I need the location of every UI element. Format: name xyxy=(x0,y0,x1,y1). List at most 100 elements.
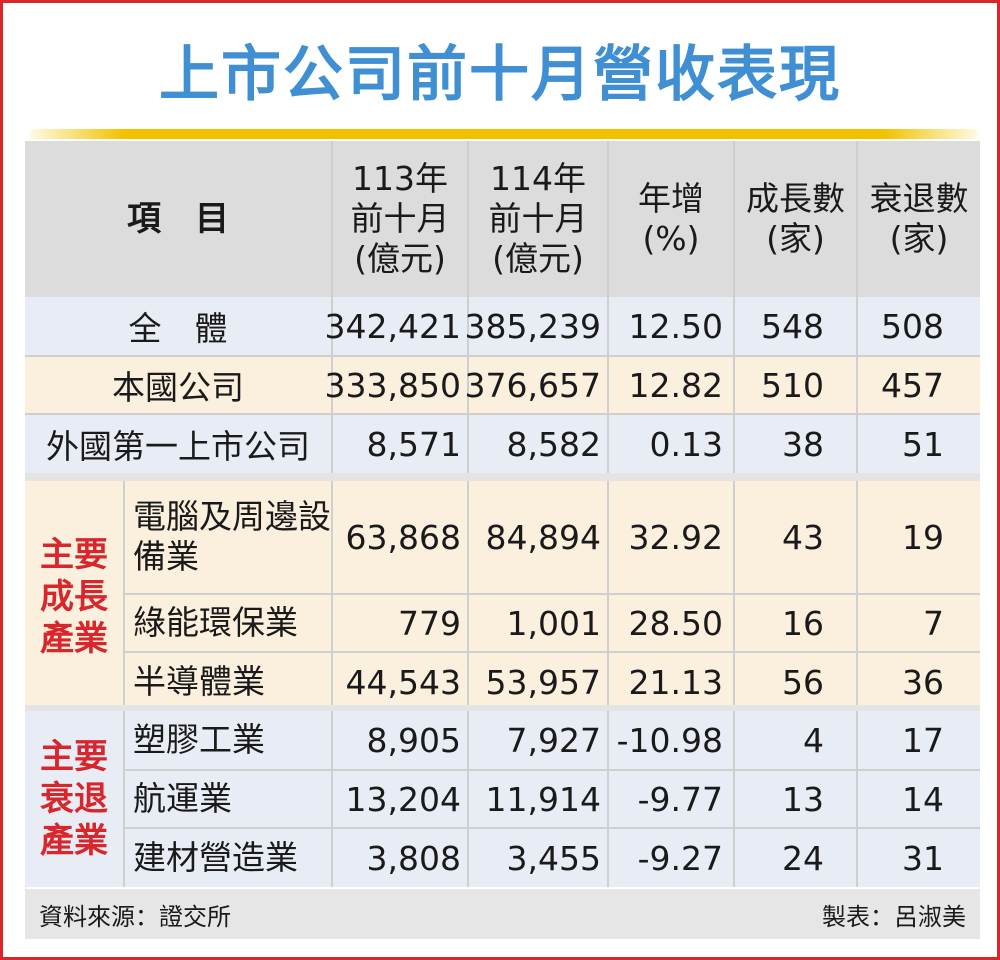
growth-label-line2: 成長 xyxy=(40,577,108,617)
cell-114: 84,894 xyxy=(467,481,607,593)
cell-yoy: 21.13 xyxy=(607,653,733,711)
cell-yoy: -9.27 xyxy=(607,829,733,887)
cell-decline: 457 xyxy=(856,357,980,413)
table-row: 建材營造業 3,808 3,455 -9.27 24 31 xyxy=(123,829,980,887)
row-divider xyxy=(123,593,980,595)
table-row: 半導體業 44,543 53,957 21.13 56 36 xyxy=(123,653,980,711)
table-row: 外國第一上市公司 8,571 8,582 0.13 38 51 xyxy=(25,415,980,473)
section-gap xyxy=(25,705,980,711)
cell-growth: 548 xyxy=(733,297,856,355)
cell-growth: 16 xyxy=(733,595,856,651)
header-113-line3: (億元) xyxy=(354,239,446,278)
gold-divider xyxy=(29,129,979,139)
row-divider xyxy=(123,651,980,653)
cell-yoy: 12.82 xyxy=(607,357,733,413)
cell-113: 3,808 xyxy=(331,829,467,887)
cell-growth: 4 xyxy=(733,711,856,769)
cell-growth: 13 xyxy=(733,771,856,827)
cell-113: 779 xyxy=(331,595,467,651)
cell-decline: 508 xyxy=(856,297,980,355)
row-divider xyxy=(25,413,980,415)
header-113-line2: 前十月 xyxy=(350,199,450,238)
growth-label-line3: 產業 xyxy=(40,619,108,659)
decline-label-line2: 衰退 xyxy=(40,779,108,819)
decline-group-label: 主要 衰退 產業 xyxy=(25,711,123,887)
cell-113: 333,850 xyxy=(325,357,467,413)
header-yoy: 年增 (%) xyxy=(607,141,733,297)
row-label: 塑膠工業 xyxy=(123,711,331,769)
row-divider xyxy=(25,355,980,357)
cell-114: 3,455 xyxy=(467,829,607,887)
header-114-line3: (億元) xyxy=(492,239,584,278)
growth-label-line1: 主要 xyxy=(40,535,108,575)
cell-114: 53,957 xyxy=(467,653,607,711)
cell-growth: 38 xyxy=(733,415,856,473)
cell-114: 8,582 xyxy=(467,415,607,473)
table-header-row: 項 目 113年 前十月 (億元) 114年 前十月 (億元) 年增 (%) 成… xyxy=(25,141,980,297)
row-label: 電腦及周邊設備業 xyxy=(123,481,331,593)
section-gap xyxy=(25,473,980,481)
growth-group-bg xyxy=(25,481,980,713)
header-item: 項 目 xyxy=(25,141,331,297)
cell-decline: 36 xyxy=(856,653,980,711)
row-label: 外國第一上市公司 xyxy=(46,427,310,466)
cell-114: 11,914 xyxy=(467,771,607,827)
cell-113: 44,543 xyxy=(331,653,467,711)
row-label: 航運業 xyxy=(123,771,331,827)
cell-114: 376,657 xyxy=(465,357,607,413)
decline-label-line3: 產業 xyxy=(40,821,108,861)
header-yoy-line2: (%) xyxy=(642,219,700,258)
header-decline-line1: 衰退數 xyxy=(869,179,969,218)
row-divider xyxy=(123,769,980,771)
table-row: 電腦及周邊設備業 63,868 84,894 32.92 43 19 xyxy=(123,481,980,593)
header-item-label: 項 目 xyxy=(127,199,229,239)
growth-group-label: 主要 成長 產業 xyxy=(25,481,123,713)
decline-group-bg xyxy=(25,711,980,887)
header-114-line1: 114年 xyxy=(490,159,586,198)
row-label: 半導體業 xyxy=(123,653,331,711)
source-note: 資料來源：證交所 xyxy=(39,902,231,931)
cell-decline: 19 xyxy=(856,481,980,593)
header-113: 113年 前十月 (億元) xyxy=(331,141,467,297)
row-label: 全 體 xyxy=(128,309,228,348)
cell-yoy: 0.13 xyxy=(607,415,733,473)
cell-yoy: -10.98 xyxy=(607,711,733,769)
table-row: 全 體 342,421 385,239 12.50 548 508 xyxy=(25,297,980,355)
cell-decline: 51 xyxy=(856,415,980,473)
header-growth-line1: 成長數 xyxy=(746,179,845,218)
cell-yoy: 32.92 xyxy=(607,481,733,593)
header-decline: 衰退數 (家) xyxy=(856,141,980,297)
cell-114: 7,927 xyxy=(467,711,607,769)
cell-114: 385,239 xyxy=(465,297,607,355)
header-114-line2: 前十月 xyxy=(488,199,588,238)
header-yoy-line1: 年增 xyxy=(638,179,704,218)
maker-note: 製表：呂淑美 xyxy=(822,902,966,931)
cell-113: 8,571 xyxy=(331,415,467,473)
table-row: 塑膠工業 8,905 7,927 -10.98 4 17 xyxy=(123,711,980,769)
cell-decline: 31 xyxy=(856,829,980,887)
header-114: 114年 前十月 (億元) xyxy=(467,141,607,297)
row-label: 建材營造業 xyxy=(123,829,331,887)
cell-growth: 24 xyxy=(733,829,856,887)
header-113-line1: 113年 xyxy=(352,159,448,198)
header-growth: 成長數 (家) xyxy=(733,141,856,297)
table-row: 綠能環保業 779 1,001 28.50 16 7 xyxy=(123,595,980,651)
cell-113: 13,204 xyxy=(331,771,467,827)
cell-growth: 510 xyxy=(733,357,856,413)
cell-113: 63,868 xyxy=(331,481,467,593)
row-label: 綠能環保業 xyxy=(123,595,331,651)
cell-113: 342,421 xyxy=(325,297,467,355)
cell-decline: 14 xyxy=(856,771,980,827)
cell-growth: 56 xyxy=(733,653,856,711)
footer: 資料來源：證交所 製表：呂淑美 xyxy=(25,889,980,939)
row-label: 本國公司 xyxy=(112,368,244,407)
cell-decline: 17 xyxy=(856,711,980,769)
cell-yoy: -9.77 xyxy=(607,771,733,827)
chart-title: 上市公司前十月營收表現 xyxy=(159,40,841,110)
cell-113: 8,905 xyxy=(331,711,467,769)
cell-growth: 43 xyxy=(733,481,856,593)
cell-yoy: 28.50 xyxy=(607,595,733,651)
header-decline-line2: (家) xyxy=(889,219,949,258)
header-growth-line2: (家) xyxy=(766,219,825,258)
